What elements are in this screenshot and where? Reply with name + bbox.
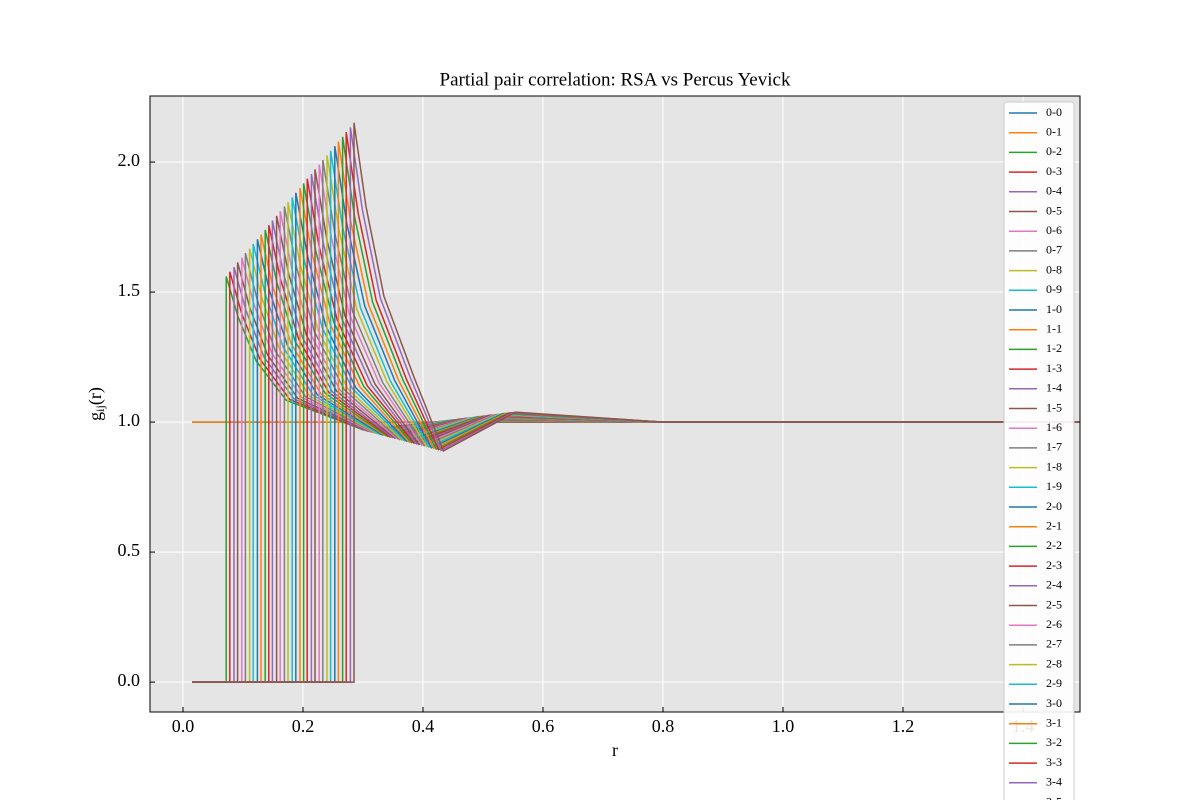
legend-label: 2-3	[1046, 558, 1062, 572]
x-tick-label: 0.2	[292, 716, 315, 736]
legend-label: 3-5	[1046, 794, 1062, 800]
legend-label: 2-9	[1046, 676, 1062, 690]
y-tick-label: 2.0	[118, 150, 141, 170]
legend-label: 0-4	[1046, 184, 1062, 198]
legend: 0-0 0-1 0-2 0-3 0-4 0-5 0-6 0-7 0-8 0-9 1-0 1-1 1-2 1…	[1003, 101, 1075, 800]
legend-label: 1-8	[1046, 459, 1062, 473]
y-tick-label: 1.0	[118, 410, 141, 430]
legend-label: 1-6	[1046, 420, 1062, 434]
x-tick-label: 0.6	[532, 716, 555, 736]
legend-label: 1-1	[1046, 321, 1062, 335]
legend-label: 3-3	[1046, 755, 1062, 769]
legend-label: 0-1	[1046, 124, 1062, 138]
y-axis-label: gij(r)	[85, 387, 107, 421]
series-lines	[192, 122, 1080, 683]
legend-box	[1003, 101, 1075, 800]
legend-label: 0-6	[1046, 223, 1062, 237]
legend-label: 3-4	[1046, 775, 1062, 789]
y-tick-label: 0.0	[118, 670, 141, 690]
plot-area	[150, 96, 1080, 712]
legend-label: 2-4	[1046, 578, 1062, 592]
y-tick-label: 0.5	[118, 540, 141, 560]
legend-label: 1-7	[1046, 440, 1062, 454]
legend-label: 3-1	[1046, 715, 1062, 729]
legend-label: 1-9	[1046, 479, 1062, 493]
chart-title: Partial pair correlation: RSA vs Percus …	[440, 69, 791, 90]
legend-label: 2-6	[1046, 617, 1062, 631]
legend-label: 3-2	[1046, 735, 1062, 749]
series-line	[192, 122, 1080, 683]
y-tick-label: 1.5	[118, 280, 141, 300]
legend-label: 1-2	[1046, 341, 1062, 355]
legend-label: 0-3	[1046, 164, 1062, 178]
legend-label: 0-2	[1046, 144, 1062, 158]
x-tick-label: 0.0	[172, 716, 195, 736]
legend-label: 1-5	[1046, 400, 1062, 414]
legend-label: 2-1	[1046, 518, 1062, 532]
y-label-rest: (r)	[85, 387, 106, 405]
x-axis-label: r	[612, 740, 618, 760]
legend-label: 0-7	[1046, 243, 1062, 257]
legend-label: 2-0	[1046, 499, 1062, 513]
legend-label: 0-8	[1046, 262, 1062, 276]
y-label-base: g	[85, 412, 105, 421]
x-tick-label: 1.0	[772, 716, 795, 736]
plot-frame	[149, 95, 1081, 713]
legend-label: 0-9	[1046, 282, 1062, 296]
legend-label: 2-8	[1046, 656, 1062, 670]
y-label-sub: ij	[93, 405, 107, 412]
legend-label: 1-4	[1046, 381, 1062, 395]
legend-label: 0-0	[1046, 105, 1062, 119]
legend-label: 1-3	[1046, 361, 1062, 375]
legend-label: 2-5	[1046, 597, 1062, 611]
legend-label: 0-5	[1046, 203, 1062, 217]
legend-label: 2-2	[1046, 538, 1062, 552]
legend-label: 2-7	[1046, 637, 1062, 651]
x-tick-label: 1.2	[892, 716, 915, 736]
legend-label: 1-0	[1046, 302, 1062, 316]
x-tick-label: 0.4	[412, 716, 435, 736]
x-tick-label: 0.8	[652, 716, 675, 736]
legend-label: 3-0	[1046, 696, 1062, 710]
